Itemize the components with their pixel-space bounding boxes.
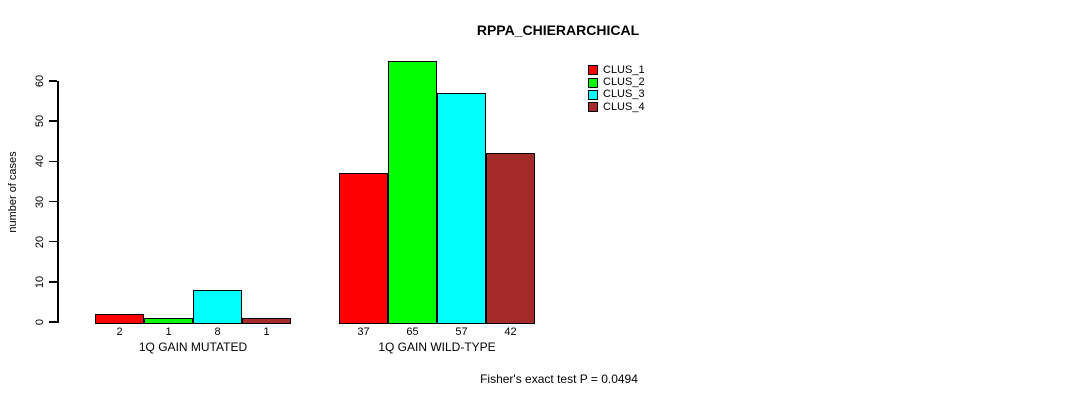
- chart-title: RPPA_CHIERARCHICAL: [476, 22, 640, 38]
- bar-value-label: 1: [165, 326, 172, 338]
- x-axis-group-label: 1Q GAIN WILD-TYPE: [378, 340, 496, 354]
- legend: CLUS_1 CLUS_2 CLUS_3 CLUS_4: [588, 64, 645, 114]
- legend-label: CLUS_4: [603, 100, 645, 113]
- y-axis-tick-label: 20: [34, 235, 46, 248]
- y-axis-tick-label: 30: [34, 195, 46, 208]
- bar-value-label: 2: [116, 326, 123, 338]
- legend-item-clus_2: CLUS_2: [588, 76, 645, 88]
- bar-value-label: 1: [263, 326, 270, 338]
- y-axis-line: [57, 81, 59, 323]
- bar-value-label: 57: [455, 326, 468, 338]
- legend-label: CLUS_1: [603, 63, 645, 76]
- y-axis-tick: [49, 160, 57, 163]
- y-axis-tick: [49, 120, 57, 122]
- legend-swatch-icon: [588, 65, 598, 76]
- y-axis-tick: [49, 321, 57, 323]
- y-axis-tick: [49, 80, 57, 82]
- bar-clus_3-mutated: [193, 290, 242, 324]
- bar-value-label: 37: [357, 326, 370, 338]
- bar-value-label: 65: [406, 326, 419, 338]
- y-axis-tick-label: 0: [34, 318, 46, 326]
- y-axis-tick-label: 50: [34, 115, 46, 128]
- legend-item-clus_3: CLUS_3: [588, 89, 645, 101]
- legend-swatch-icon: [588, 102, 598, 113]
- legend-swatch-icon: [588, 77, 598, 88]
- bar-clus_1-wild-type: [339, 173, 388, 324]
- bar-clus_4-wild-type: [486, 153, 535, 324]
- y-axis-tick: [49, 281, 57, 283]
- legend-item-clus_4: CLUS_4: [588, 101, 645, 113]
- bar-clus_4-mutated: [242, 318, 291, 324]
- y-axis-tick-label: 60: [34, 74, 46, 88]
- bar-value-label: 42: [504, 326, 517, 338]
- y-axis-tick-label: 40: [34, 155, 46, 168]
- y-axis-label: number of cases: [7, 151, 19, 233]
- bar-value-label: 8: [214, 326, 221, 338]
- legend-item-clus_1: CLUS_1: [588, 64, 645, 76]
- y-axis-tick: [49, 200, 57, 203]
- x-axis-group-label: 1Q GAIN MUTATED: [138, 340, 248, 354]
- y-axis-tick-label: 10: [34, 275, 46, 288]
- bar-clus_2-wild-type: [388, 61, 437, 324]
- bar-clus_2-mutated: [144, 318, 193, 324]
- bar-clus_1-mutated: [95, 314, 144, 324]
- legend-label: CLUS_3: [603, 88, 645, 101]
- bar-clus_3-wild-type: [437, 93, 486, 324]
- y-axis-tick: [49, 240, 57, 243]
- legend-label: CLUS_2: [603, 76, 645, 89]
- fisher-test-annotation: Fisher's exact test P = 0.0494: [480, 372, 638, 386]
- legend-swatch-icon: [588, 89, 598, 100]
